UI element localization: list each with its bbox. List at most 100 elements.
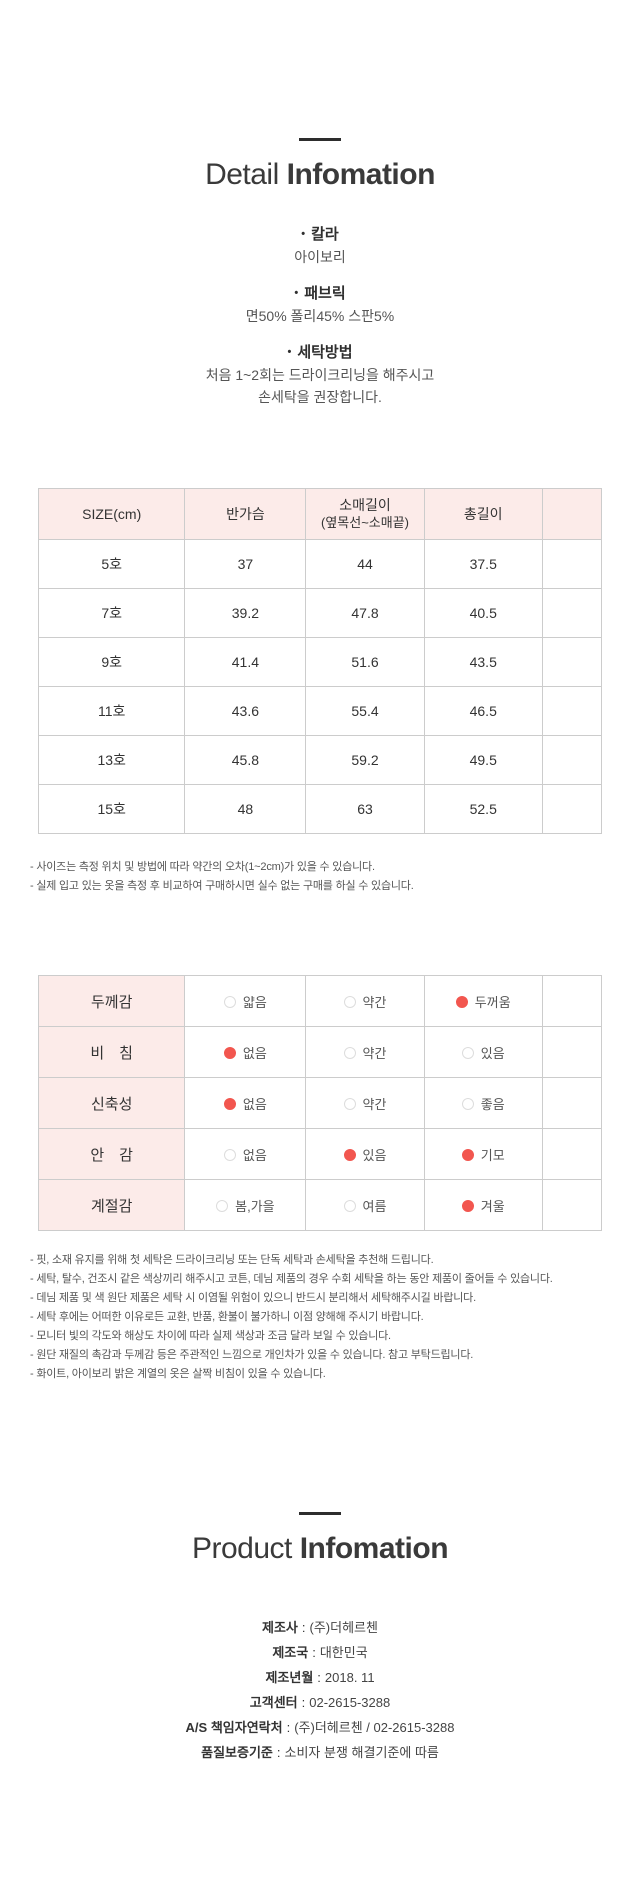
separator: : (301, 1695, 306, 1710)
care-option-label: 얇음 (242, 994, 267, 1010)
care-option: 두꺼움 (423, 975, 543, 1027)
size-cell: 11호 (37, 686, 186, 736)
bullet-icon: • (301, 228, 306, 240)
spec-label-text: 세탁방법 (297, 344, 353, 361)
note-line: - 원단 재질의 촉감과 두께감 등은 주관적인 느낌으로 개인차가 있을 수 … (30, 1349, 474, 1361)
radio-dot-icon (461, 1148, 474, 1161)
spec-fabric: • 패브릭 면50% 폴리45% 스판5% (0, 282, 640, 327)
title-light: Detail (205, 158, 279, 191)
care-option: 없음 (184, 1026, 307, 1078)
spacer-cell (541, 975, 603, 1027)
note-line: - 데님 제품 및 색 원단 제품은 세탁 시 이염될 위험이 있으니 반드시 … (30, 1292, 476, 1304)
value-cell: 46.5 (423, 686, 543, 736)
value-cell: 37 (184, 539, 307, 589)
spec-value: 면50% 폴리45% 스판5% (245, 308, 395, 324)
product-info-label: 품질보증기준 (201, 1745, 273, 1760)
radio-dot-icon (223, 1046, 236, 1059)
care-row-season: 계절감 봄,가을 여름 겨울 (37, 1179, 603, 1231)
spec-label-text: 패브릭 (304, 285, 346, 302)
spacer-cell (541, 588, 603, 638)
care-option: 봄,가을 (184, 1179, 307, 1231)
care-option-label: 여름 (362, 1198, 387, 1214)
section-divider-line (299, 138, 341, 141)
care-option-label: 약간 (362, 1096, 387, 1112)
spacer-cell (541, 784, 603, 834)
product-info-value: (주)더헤르첸 / 02-2615-3288 (294, 1720, 455, 1735)
size-table-header-row: SIZE(cm) 반가슴 소매길이 (옆목선~소매끝) 총길이 (37, 488, 603, 540)
note-line: - 세탁, 탈수, 건조시 같은 색상끼리 해주시고 코튼, 데님 제품의 경우… (30, 1273, 553, 1285)
care-row-stretch: 신축성 없음 약간 좋음 (37, 1077, 603, 1129)
note-line: - 핏, 소재 유지를 위해 첫 세탁은 드라이크리닝 또는 단독 세탁과 손세… (30, 1254, 434, 1266)
care-option-label: 기모 (480, 1147, 505, 1163)
care-option: 기모 (423, 1128, 543, 1180)
care-option-label: 약간 (362, 1045, 387, 1061)
separator: : (317, 1670, 321, 1685)
spacer-cell (541, 1179, 603, 1231)
section-divider-line (299, 1512, 341, 1515)
spacer-cell (541, 1026, 603, 1078)
care-row-label: 비 침 (37, 1026, 186, 1078)
note-line: - 실제 입고 있는 옷을 측정 후 비교하여 구매하시면 실수 없는 구매를 … (30, 880, 414, 892)
size-table-row: 9호 41.4 51.6 43.5 (37, 637, 603, 687)
value-cell: 41.4 (184, 637, 307, 687)
radio-dot-icon (461, 1097, 474, 1110)
size-header-sleeve: 소매길이 (옆목선~소매끝) (305, 488, 425, 540)
spec-label: • 패브릭 (0, 282, 640, 305)
care-option: 없음 (184, 1077, 307, 1129)
radio-dot-icon (216, 1199, 229, 1212)
value-cell: 52.5 (423, 784, 543, 834)
product-info-label: 제조년월 (265, 1670, 314, 1685)
product-info-label: 고객센터 (249, 1695, 298, 1710)
spacer-cell (541, 1128, 603, 1180)
value-cell: 51.6 (305, 637, 425, 687)
size-cell: 9호 (37, 637, 186, 687)
care-option-label: 없음 (242, 1096, 267, 1112)
spacer-cell (541, 637, 603, 687)
title-bold: Infomation (286, 158, 436, 191)
size-header-sleeve-line2: (옆목선~소매끝) (321, 515, 410, 530)
spacer-cell (541, 686, 603, 736)
radio-dot-icon (343, 1046, 356, 1059)
size-header-chest: 반가슴 (184, 488, 307, 540)
product-info-value: 소비자 분쟁 해결기준에 따름 (284, 1745, 439, 1760)
size-cell: 5호 (37, 539, 186, 589)
spec-label: • 세탁방법 (0, 341, 640, 364)
product-info-list: 제조사: (주)더헤르첸 제조국: 대한민국 제조년월:2018. 11 고객센터:… (0, 1615, 640, 1765)
size-header-sleeve-line1: 소매길이 (339, 497, 391, 513)
value-cell: 48 (184, 784, 307, 834)
note-line: - 모니터 빛의 각도와 해상도 차이에 따라 실제 색상과 조금 달라 보일 … (30, 1330, 391, 1342)
product-info-row: 제조년월:2018. 11 (0, 1665, 640, 1690)
size-notes: - 사이즈는 측정 위치 및 방법에 따라 약간의 오차(1~2cm)가 있을 … (0, 858, 640, 896)
care-option-label: 있음 (362, 1147, 387, 1163)
size-header-size: SIZE(cm) (37, 488, 186, 540)
note-line: - 세탁 후에는 어떠한 이유로든 교환, 반품, 환불이 불가하니 이점 양해… (30, 1311, 424, 1323)
value-cell: 49.5 (423, 735, 543, 785)
product-info-value: 02-2615-3288 (309, 1695, 391, 1710)
radio-dot-icon (223, 1097, 236, 1110)
note-line: - 사이즈는 측정 위치 및 방법에 따라 약간의 오차(1~2cm)가 있을 … (30, 861, 375, 873)
value-cell: 39.2 (184, 588, 307, 638)
care-option: 있음 (423, 1026, 543, 1078)
care-option: 없음 (184, 1128, 307, 1180)
size-header-length: 총길이 (423, 488, 543, 540)
care-row-lining: 안 감 없음 있음 기모 (37, 1128, 603, 1180)
size-cell: 7호 (37, 588, 186, 638)
spec-list: • 칼라 아이보리 • 패브릭 면50% 폴리45% 스판5% • 세탁방법 처음 1… (0, 223, 640, 408)
separator: : (312, 1645, 316, 1660)
size-cell: 15호 (37, 784, 186, 834)
radio-dot-icon (343, 1097, 356, 1110)
care-row-label: 안 감 (37, 1128, 186, 1180)
detail-section-title: Detail Infomation (0, 157, 640, 193)
size-table-row: 7호 39.2 47.8 40.5 (37, 588, 603, 638)
value-cell: 40.5 (423, 588, 543, 638)
product-info-value: (주)더헤르첸 (309, 1620, 378, 1635)
product-info-label: 제조국 (272, 1645, 309, 1660)
product-info-value: 대한민국 (319, 1645, 368, 1660)
spec-washing: • 세탁방법 처음 1~2회는 드라이크리닝을 해주시고 손세탁을 권장합니다. (0, 341, 640, 408)
note-line: - 화이트, 아이보리 밝은 계열의 옷은 살짝 비침이 있을 수 있습니다. (30, 1368, 326, 1380)
care-option-label: 없음 (242, 1147, 267, 1163)
spec-label-text: 칼라 (311, 226, 339, 243)
radio-dot-icon (343, 1148, 356, 1161)
product-info-value: 2018. 11 (324, 1670, 375, 1685)
radio-dot-icon (343, 1199, 356, 1212)
